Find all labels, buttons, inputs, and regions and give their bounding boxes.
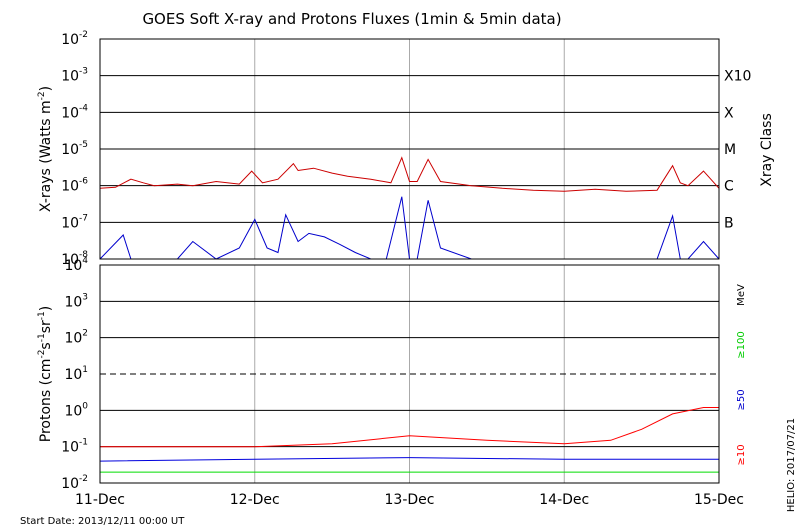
proton-series-line [100,407,719,448]
xray-y-axis-title: X-rays (Watts m-2) [37,86,54,212]
xray-series-line [99,156,720,192]
proton-y-tick-labels: 104 103 102 101 100 10-1 10-2 [61,256,88,492]
proton-plot-frame [99,264,720,484]
xray-y-tick-labels: 10-2 10-3 10-4 10-5 10-6 10-7 10-8 [61,30,88,268]
proton-y-tick-label: 104 [64,256,88,274]
proton-series-group [99,407,719,473]
energy-unit-label: MeV [736,284,747,306]
xray-y-tick-label: 10-3 [61,67,88,85]
x-tick-label: 13-Dec [385,492,435,508]
xray-class-label: X [724,105,734,121]
xray-y-tick-label: 10-5 [61,140,88,158]
credit-label: HELIO: 2017/07/21 [786,418,797,512]
xray-y-tick-label: 10-8 [61,250,88,268]
proton-y-tick-label: 102 [64,329,88,347]
xray-class-axis-title: Xray Class [759,113,775,187]
energy-labels: ≥100 ≥50 ≥10 [736,331,747,465]
proton-y-tick-label: 103 [64,292,88,310]
proton-grid [100,265,719,483]
proton-y-tick-label: 10-2 [61,474,88,492]
proton-series-line [99,457,719,462]
x-tick-label: 14-Dec [539,492,589,508]
xray-panel: 10-2 10-3 10-4 10-5 10-6 10-7 10-8 X10 X M C B X-r… [37,30,775,268]
xray-class-label: C [724,179,734,195]
energy-label: ≥100 [736,331,747,358]
proton-y-tick-label: 101 [64,365,88,383]
proton-y-tick-label: 100 [64,401,88,419]
x-tick-labels: 11-Dec 12-Dec 13-Dec 14-Dec 15-Dec [75,492,744,508]
x-tick-label: 11-Dec [75,492,125,508]
xray-class-label: M [724,142,736,158]
proton-y-tick-label: 10-1 [61,438,88,456]
energy-label: ≥10 [736,444,747,465]
xray-plot-frame [99,38,720,260]
proton-y-axis-title: Protons (cm-2s-1sr-1) [37,306,54,442]
energy-label: ≥50 [736,389,747,410]
proton-panel: 104 103 102 101 100 10-1 10-2 Protons (cm-2s-1… [37,256,747,492]
xray-grid [100,39,719,259]
xray-y-tick-label: 10-2 [61,30,88,48]
chart-title: GOES Soft X-ray and Protons Fluxes (1min… [142,10,561,28]
xray-class-labels: X10 X M C B [724,69,751,232]
xray-y-tick-label: 10-6 [61,177,88,195]
xray-class-label: X10 [724,69,751,85]
start-date-label: Start Date: 2013/12/11 00:00 UT [20,516,185,527]
xray-class-label: B [724,215,734,231]
xray-y-tick-label: 10-4 [61,103,88,121]
x-tick-label: 12-Dec [230,492,280,508]
x-tick-label: 15-Dec [694,492,744,508]
xray-y-tick-label: 10-7 [61,213,88,231]
